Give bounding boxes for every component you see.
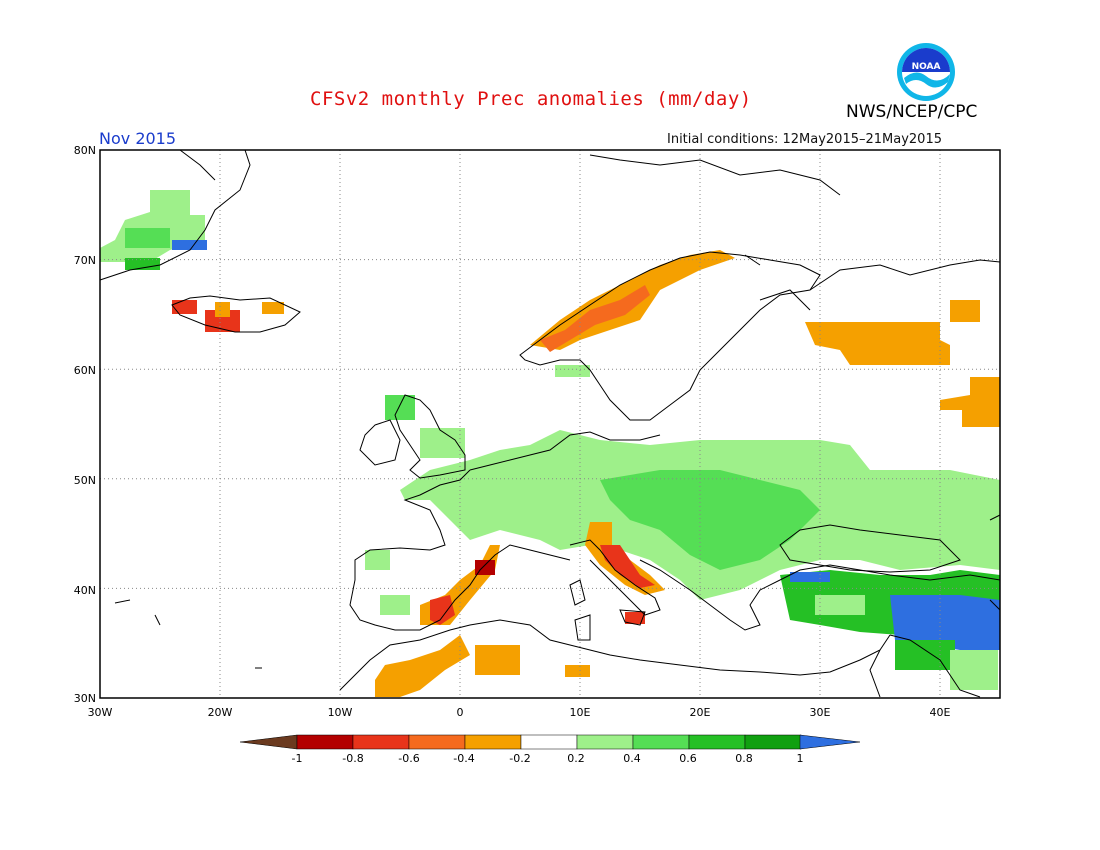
forecast-month: Nov 2015 xyxy=(99,129,177,148)
lat-label: 30N xyxy=(74,692,96,705)
algeria-negative xyxy=(475,645,520,675)
iceland-weak-negative-2 xyxy=(262,302,284,314)
colorbar-label: -0.8 xyxy=(342,752,363,765)
colorbar-label: 0.6 xyxy=(679,752,697,765)
greenland-strong-positive xyxy=(172,240,207,250)
scandinavia-positive xyxy=(555,365,590,377)
initial-conditions: Initial conditions: 12May2015–21May2015 xyxy=(667,132,942,147)
libya-negative xyxy=(565,665,590,677)
greenland-positive-anomaly xyxy=(100,190,205,262)
colorbar-label: 0.4 xyxy=(623,752,641,765)
colorbar-cell xyxy=(520,734,578,750)
colorbar-cell xyxy=(688,734,746,750)
greenland-mid-positive xyxy=(125,228,170,248)
turkey-positive-light xyxy=(815,595,865,615)
lat-label: 70N xyxy=(74,254,96,267)
catalonia-negative xyxy=(475,560,495,575)
black-sea-positive-blue xyxy=(790,572,830,582)
lon-label: 40E xyxy=(930,706,951,719)
colorbar-cell xyxy=(296,734,354,750)
colorbar-label: 0.2 xyxy=(567,752,585,765)
lon-label: 10E xyxy=(570,706,591,719)
spain-east-negative-strong xyxy=(430,595,455,625)
colorbar-left-arrow xyxy=(239,734,298,750)
colorbar-cell xyxy=(576,734,634,750)
lon-label: 20W xyxy=(208,706,233,719)
lon-label: 30W xyxy=(88,706,113,719)
uk-positive xyxy=(420,428,465,458)
grid-lines xyxy=(100,150,1000,698)
lon-label: 0 xyxy=(457,706,464,719)
colorbar-label: 1 xyxy=(797,752,804,765)
lat-label: 60N xyxy=(74,364,96,377)
lon-label: 30E xyxy=(810,706,831,719)
lon-label: 10W xyxy=(328,706,353,719)
lat-label: 40N xyxy=(74,584,96,597)
colorbar-cell xyxy=(632,734,690,750)
colorbar-label: -0.6 xyxy=(398,752,419,765)
russia-negative xyxy=(805,322,950,365)
colorbar-right-arrow xyxy=(799,734,861,750)
lat-label: 50N xyxy=(74,474,96,487)
lon-label: 20E xyxy=(690,706,711,719)
middle-east-positive xyxy=(895,640,955,670)
colorbar-cell xyxy=(464,734,522,750)
iceland-weak-negative xyxy=(215,302,230,317)
sicily-negative xyxy=(625,612,645,624)
colorbar-label: -0.4 xyxy=(453,752,474,765)
colorbar: -1 -0.8 -0.6 -0.4 -0.2 0.2 0.4 0.6 0.8 1 xyxy=(239,734,861,765)
iceland-negative xyxy=(172,300,197,314)
spain-positive xyxy=(365,550,390,570)
norway-negative-strong xyxy=(540,285,650,352)
greenland-mid-positive-2 xyxy=(125,258,160,270)
noaa-logo: NOAA xyxy=(897,43,955,101)
map-frame xyxy=(99,149,1001,699)
colorbar-cell xyxy=(744,734,802,750)
ireland-positive xyxy=(385,395,415,420)
central-europe-positive-2 xyxy=(600,470,820,570)
coastlines xyxy=(99,149,1001,698)
colorbar-cell xyxy=(352,734,410,750)
iceland-negative-2 xyxy=(205,310,240,332)
chart-title: CFSv2 monthly Prec anomalies (mm/day) xyxy=(310,88,752,110)
colorbar-label: -1 xyxy=(292,752,303,765)
lat-label: 80N xyxy=(74,144,96,157)
middle-east-positive-2 xyxy=(950,650,998,690)
turkey-strong-positive xyxy=(890,595,1000,650)
noaa-logo-text: NOAA xyxy=(912,62,941,72)
colorbar-label: -0.2 xyxy=(509,752,530,765)
latitude-labels: 80N 70N 60N 50N 40N 30N xyxy=(74,144,96,705)
east-negative xyxy=(940,377,1000,427)
longitude-labels: 30W 20W 10W 0 10E 20E 30E 40E xyxy=(88,706,951,719)
spain-positive-2 xyxy=(380,595,410,615)
russia-negative-2 xyxy=(950,300,980,322)
italy-negative-strong xyxy=(600,545,655,588)
colorbar-cell xyxy=(408,734,466,750)
north-africa-negative xyxy=(375,635,470,697)
colorbar-label: 0.8 xyxy=(735,752,753,765)
agency-label: NWS/NCEP/CPC xyxy=(846,102,978,122)
anomaly-patches xyxy=(100,190,1000,697)
